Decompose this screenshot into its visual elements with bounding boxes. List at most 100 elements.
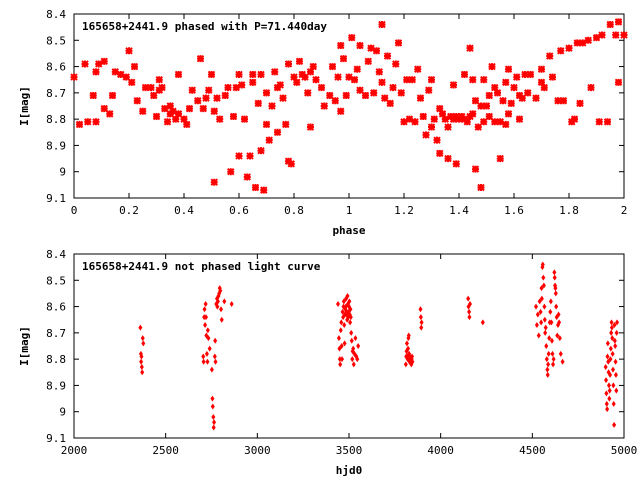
- data-point: [485, 91, 493, 100]
- data-point: [471, 97, 480, 105]
- data-point: [418, 306, 423, 313]
- data-point: [403, 76, 411, 84]
- data-point: [336, 335, 341, 342]
- data-point: [613, 371, 618, 378]
- data-point: [496, 118, 504, 126]
- data-point: [84, 118, 92, 126]
- data-point: [287, 160, 295, 168]
- data-point: [155, 76, 163, 84]
- data-point: [108, 91, 117, 100]
- data-point: [394, 39, 403, 47]
- data-point: [541, 274, 546, 281]
- data-point: [378, 78, 386, 87]
- data-point: [180, 115, 188, 123]
- data-point: [348, 306, 353, 313]
- data-point: [238, 81, 246, 89]
- data-point: [504, 65, 513, 73]
- data-point: [436, 104, 444, 113]
- data-point: [535, 311, 540, 318]
- data-point: [243, 173, 251, 181]
- data-point: [410, 358, 415, 365]
- data-point: [351, 361, 356, 368]
- data-point: [427, 76, 436, 84]
- data-point: [246, 152, 254, 160]
- data-point: [229, 300, 234, 307]
- data-point: [608, 356, 613, 363]
- data-point: [210, 403, 215, 410]
- data-point: [336, 300, 340, 307]
- data-point: [273, 128, 282, 136]
- data-point: [405, 115, 414, 123]
- data-point: [172, 115, 180, 123]
- data-point: [570, 115, 579, 123]
- data-point: [201, 358, 206, 365]
- data-point: [543, 329, 548, 336]
- data-point: [606, 20, 614, 29]
- data-point: [211, 413, 216, 420]
- data-point: [604, 390, 609, 397]
- data-point: [81, 60, 89, 68]
- data-point: [493, 89, 502, 97]
- data-point: [611, 400, 616, 407]
- data-point: [206, 335, 211, 342]
- data-point: [584, 36, 592, 44]
- data-point: [183, 120, 191, 129]
- data-point: [460, 70, 469, 79]
- data-point: [122, 73, 130, 81]
- data-point: [350, 356, 355, 363]
- data-point: [166, 102, 174, 110]
- data-point: [536, 332, 541, 339]
- data-point: [339, 319, 344, 326]
- data-point: [513, 73, 521, 81]
- data-point: [557, 319, 562, 326]
- data-point: [467, 308, 472, 315]
- data-point: [410, 353, 415, 360]
- data-point: [188, 86, 196, 94]
- data-point: [550, 350, 555, 357]
- data-point: [598, 31, 606, 39]
- data-point: [338, 361, 343, 368]
- data-point: [400, 118, 408, 126]
- data-point: [350, 76, 359, 84]
- data-point: [212, 419, 217, 426]
- data-point: [425, 86, 433, 94]
- data-point: [295, 57, 304, 66]
- data-point: [592, 33, 601, 42]
- data-point: [304, 89, 312, 97]
- data-point: [469, 76, 477, 84]
- data-point: [301, 73, 309, 81]
- data-point: [174, 110, 183, 118]
- x-tick-label: 1.4: [449, 204, 469, 217]
- data-point: [611, 366, 615, 373]
- data-point: [219, 306, 224, 313]
- data-point: [211, 424, 216, 431]
- data-point: [235, 70, 243, 79]
- data-point: [279, 94, 287, 102]
- y-tick-label: 8.7: [46, 327, 66, 340]
- data-point: [92, 118, 100, 126]
- data-point: [210, 178, 218, 186]
- data-point: [605, 353, 610, 360]
- data-point: [364, 57, 372, 66]
- data-point: [174, 70, 183, 79]
- data-point: [538, 308, 543, 315]
- data-point: [547, 335, 552, 342]
- data-point: [608, 371, 613, 378]
- x-tick-label: 0.8: [284, 204, 304, 217]
- data-point: [161, 104, 169, 113]
- data-point: [436, 149, 444, 158]
- data-point: [169, 107, 177, 115]
- data-point: [496, 154, 504, 163]
- data-point: [235, 152, 243, 160]
- data-point: [328, 62, 337, 71]
- data-point: [427, 123, 436, 131]
- unphased-light-curve-plot: 2000 2500 3000 3500 4000 4500 5000 8.4 8.5 8.6 8.7…: [18, 248, 637, 477]
- data-point: [342, 340, 347, 347]
- data-point: [466, 44, 474, 52]
- data-point: [539, 319, 544, 326]
- data-point: [139, 358, 144, 365]
- data-point: [185, 104, 194, 113]
- data-point: [477, 102, 485, 110]
- data-point: [213, 337, 218, 344]
- data-point: [595, 118, 603, 126]
